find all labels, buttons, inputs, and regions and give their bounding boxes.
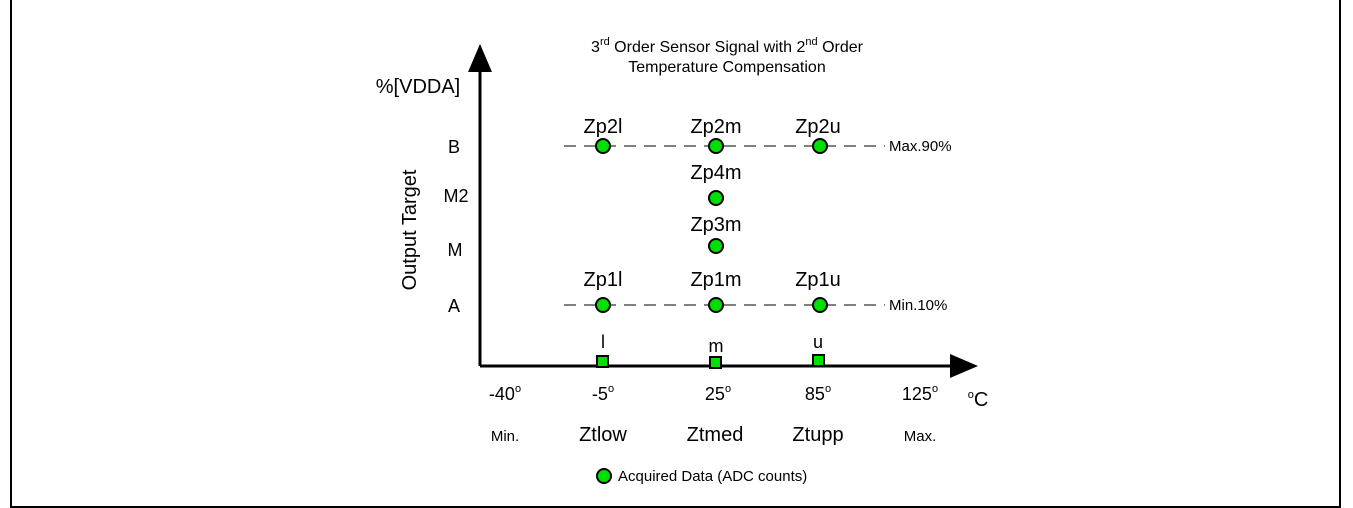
data-point-zp1m xyxy=(708,297,724,313)
temp-marker-label-m: m xyxy=(709,336,724,356)
y-level-a: A xyxy=(448,296,460,316)
title-line-1: 3rd Order Sensor Signal with 2nd Order xyxy=(591,36,864,56)
x-tick-name-max: Max. xyxy=(904,428,937,445)
temp-marker-l xyxy=(596,355,609,368)
legend-marker xyxy=(596,468,612,484)
y-level-m: M xyxy=(448,240,463,260)
point-label-zp2l: Zp2l xyxy=(584,116,623,138)
x-tick-name-ztlow: Ztlow xyxy=(579,424,627,446)
point-label-zp1m: Zp1m xyxy=(690,269,741,291)
x-tick-minus40: -40o xyxy=(489,383,521,404)
y-axis-arrowhead xyxy=(468,44,492,72)
title-line-2: Temperature Compensation xyxy=(628,59,825,76)
y-level-b: B xyxy=(448,137,460,157)
legend-label: Acquired Data (ADC counts) xyxy=(618,468,807,485)
data-point-zp1l xyxy=(595,297,611,313)
x-tick-25: 25o xyxy=(705,383,731,404)
x-tick-85: 85o xyxy=(805,383,831,404)
legend: Acquired Data (ADC counts) xyxy=(596,468,807,485)
temp-marker-u xyxy=(812,354,825,367)
point-label-zp2u: Zp2u xyxy=(795,116,841,138)
data-point-zp2l xyxy=(595,138,611,154)
x-tick-name-min: Min. xyxy=(491,428,519,445)
data-point-zp3m xyxy=(708,238,724,254)
temp-marker-label-u: u xyxy=(813,332,823,352)
point-label-zp4m: Zp4m xyxy=(690,162,741,184)
point-label-zp2m: Zp2m xyxy=(690,116,741,138)
min-limit-label: Min.10% xyxy=(889,297,947,314)
data-point-zp2u xyxy=(812,138,828,154)
x-tick-name-ztmed: Ztmed xyxy=(687,424,744,446)
x-axis-unit: oC xyxy=(968,389,989,411)
point-label-zp1u: Zp1u xyxy=(795,269,841,291)
point-label-zp1l: Zp1l xyxy=(584,269,623,291)
x-tick-minus5: -5o xyxy=(592,383,614,404)
temp-marker-m xyxy=(709,356,722,369)
x-axis-arrowhead xyxy=(950,354,978,378)
x-tick-name-ztupp: Ztupp xyxy=(792,424,843,446)
data-point-zp1u xyxy=(812,297,828,313)
x-tick-125: 125o xyxy=(902,383,938,404)
y-axis-label: Output Target xyxy=(399,169,421,290)
y-axis-unit: %[VDDA] xyxy=(376,76,460,98)
data-point-zp2m xyxy=(708,138,724,154)
max-limit-label: Max.90% xyxy=(889,138,952,155)
point-label-zp3m: Zp3m xyxy=(690,214,741,236)
data-point-zp4m xyxy=(708,190,724,206)
diagram-frame xyxy=(10,0,1341,508)
temp-marker-label-l: l xyxy=(601,332,605,352)
y-level-m2: M2 xyxy=(443,186,468,206)
